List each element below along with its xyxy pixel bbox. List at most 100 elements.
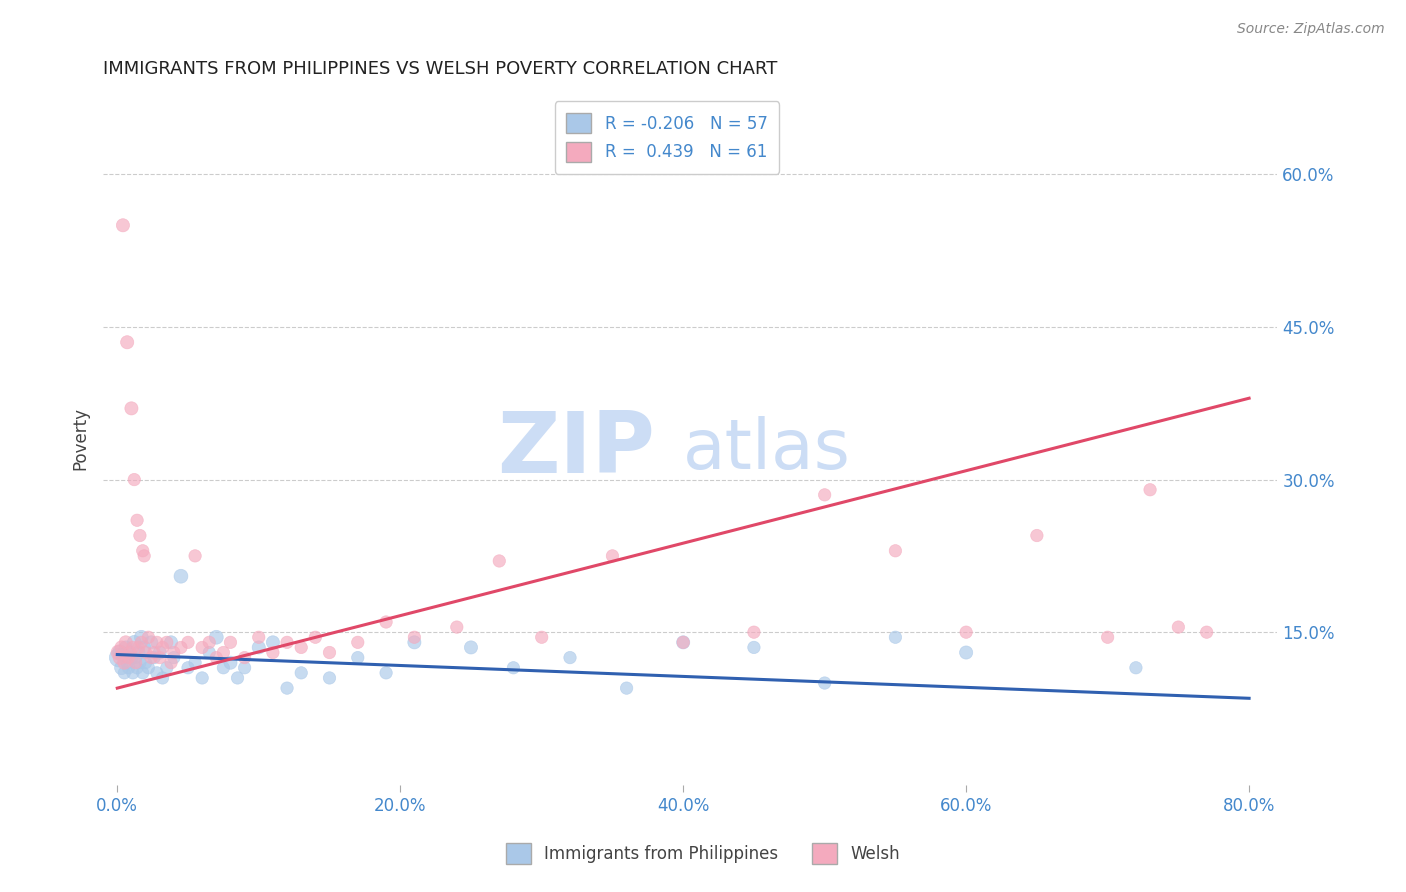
Point: [262, 646, 284, 660]
Point: [132, 665, 155, 680]
Point: [110, 640, 132, 655]
Point: [156, 661, 179, 675]
Point: [118, 646, 141, 660]
Point: [131, 630, 153, 644]
Point: [198, 635, 221, 649]
Point: [134, 640, 156, 655]
Point: [530, 630, 553, 644]
Point: [120, 650, 142, 665]
Point: [107, 650, 129, 665]
Point: [502, 661, 524, 675]
Point: [118, 646, 141, 660]
Point: [138, 630, 160, 644]
Point: [1167, 620, 1189, 634]
Point: [152, 671, 174, 685]
Point: [156, 635, 179, 649]
Point: [184, 549, 207, 563]
Point: [558, 650, 581, 665]
Point: [884, 543, 907, 558]
Point: [233, 661, 256, 675]
Point: [160, 656, 183, 670]
Point: [318, 671, 340, 685]
Point: [212, 661, 235, 675]
Point: [205, 630, 228, 644]
Point: [247, 640, 270, 655]
Point: [149, 650, 172, 665]
Point: [120, 401, 142, 416]
Point: [122, 635, 145, 649]
Point: [375, 665, 398, 680]
Point: [262, 635, 284, 649]
Point: [304, 630, 326, 644]
Point: [346, 635, 368, 649]
Point: [125, 661, 148, 675]
Point: [955, 646, 977, 660]
Point: [108, 646, 131, 660]
Point: [117, 650, 139, 665]
Point: [212, 646, 235, 660]
Point: [1139, 483, 1161, 497]
Point: [143, 646, 166, 660]
Legend: Immigrants from Philippines, Welsh: Immigrants from Philippines, Welsh: [499, 837, 907, 871]
Point: [115, 656, 138, 670]
Point: [121, 665, 143, 680]
Point: [616, 681, 638, 695]
Point: [742, 640, 765, 655]
Point: [346, 650, 368, 665]
Point: [134, 549, 156, 563]
Point: [128, 640, 150, 655]
Point: [110, 661, 132, 675]
Point: [124, 650, 146, 665]
Point: [177, 635, 200, 649]
Legend: R = -0.206   N = 57, R =  0.439   N = 61: R = -0.206 N = 57, R = 0.439 N = 61: [554, 102, 779, 174]
Point: [404, 630, 426, 644]
Point: [121, 640, 143, 655]
Point: [318, 646, 340, 660]
Point: [276, 635, 298, 649]
Point: [219, 635, 242, 649]
Point: [149, 646, 172, 660]
Point: [108, 650, 131, 665]
Point: [290, 640, 312, 655]
Point: [488, 554, 510, 568]
Point: [184, 656, 207, 670]
Point: [135, 646, 157, 660]
Y-axis label: Poverty: Poverty: [72, 408, 89, 470]
Point: [125, 513, 148, 527]
Point: [1097, 630, 1119, 644]
Point: [191, 671, 214, 685]
Point: [233, 650, 256, 665]
Point: [602, 549, 624, 563]
Point: [129, 656, 152, 670]
Point: [205, 650, 228, 665]
Point: [170, 569, 193, 583]
Point: [131, 635, 153, 649]
Point: [955, 625, 977, 640]
Point: [117, 661, 139, 675]
Point: [112, 656, 135, 670]
Point: [1195, 625, 1218, 640]
Point: [146, 635, 169, 649]
Point: [163, 650, 186, 665]
Text: IMMIGRANTS FROM PHILIPPINES VS WELSH POVERTY CORRELATION CHART: IMMIGRANTS FROM PHILIPPINES VS WELSH POV…: [103, 60, 778, 78]
Point: [112, 665, 135, 680]
Point: [198, 646, 221, 660]
Point: [152, 640, 174, 655]
Point: [115, 335, 138, 350]
Point: [141, 650, 163, 665]
Point: [226, 671, 249, 685]
Point: [170, 640, 193, 655]
Point: [884, 630, 907, 644]
Point: [143, 650, 166, 665]
Point: [122, 473, 145, 487]
Point: [138, 661, 160, 675]
Point: [1025, 528, 1047, 542]
Point: [132, 543, 155, 558]
Point: [135, 656, 157, 670]
Point: [191, 640, 214, 655]
Point: [163, 646, 186, 660]
Point: [114, 640, 136, 655]
Point: [114, 635, 136, 649]
Point: [672, 635, 695, 649]
Point: [276, 681, 298, 695]
